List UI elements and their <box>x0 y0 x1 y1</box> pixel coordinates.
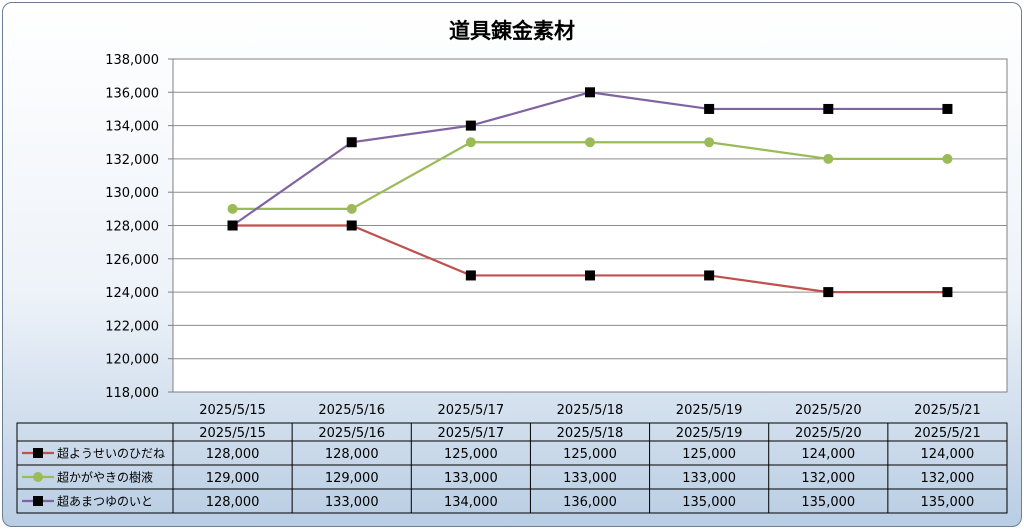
data-point <box>346 220 357 231</box>
table-header-cell: 2025/5/18 <box>557 426 624 441</box>
data-point <box>823 287 834 298</box>
table-header-cell: 2025/5/17 <box>438 426 505 441</box>
legend-key-marker <box>33 472 43 482</box>
y-tick-label: 124,000 <box>105 286 159 301</box>
data-point <box>823 103 834 114</box>
data-point <box>346 203 357 214</box>
legend-key-marker <box>33 496 43 506</box>
y-tick-label: 138,000 <box>105 53 159 68</box>
y-tick-label: 134,000 <box>105 120 159 135</box>
data-point <box>585 137 595 148</box>
table-header-cell: 2025/5/21 <box>914 426 981 441</box>
x-tick-label: 2025/5/18 <box>557 403 624 418</box>
chart-title: 道具錬金素材 <box>449 19 575 43</box>
y-tick-label: 118,000 <box>105 386 159 401</box>
table-header-cell: 2025/5/16 <box>318 426 385 441</box>
x-tick-label: 2025/5/20 <box>795 403 862 418</box>
data-point <box>823 153 834 164</box>
x-tick-label: 2025/5/16 <box>318 403 385 418</box>
legend-label: 超ようせいのひだね <box>57 446 165 461</box>
data-point <box>942 287 953 298</box>
x-tick-label: 2025/5/21 <box>914 403 981 418</box>
data-point <box>942 103 953 114</box>
data-point <box>585 270 595 281</box>
table-cell: 133,000 <box>325 495 379 510</box>
table-cell: 133,000 <box>563 471 617 486</box>
table-cell: 133,000 <box>444 471 498 486</box>
table-cell: 135,000 <box>801 495 855 510</box>
table-cell: 132,000 <box>801 471 855 486</box>
table-cell: 133,000 <box>682 471 736 486</box>
data-point <box>585 87 595 98</box>
data-point <box>704 137 715 148</box>
legend-label: 超かがやきの樹液 <box>57 470 153 485</box>
table-cell: 128,000 <box>325 447 379 462</box>
data-point <box>704 103 715 114</box>
line-chart: 道具錬金素材 138,000 136,000 134,000 132,000 130,0… <box>16 19 1008 514</box>
data-point <box>227 220 238 231</box>
table-cell: 129,000 <box>325 471 379 486</box>
y-tick-label: 128,000 <box>105 220 159 235</box>
y-tick-label: 132,000 <box>105 153 159 168</box>
table-header-cell: 2025/5/15 <box>199 426 266 441</box>
table-header-cell: 2025/5/20 <box>795 426 862 441</box>
data-table: 2025/5/15 2025/5/16 2025/5/17 2025/5/18 2025… <box>16 422 1008 514</box>
legend-key-marker <box>33 448 43 458</box>
data-point <box>704 270 715 281</box>
x-tick-label: 2025/5/17 <box>438 403 505 418</box>
table-header-cell: 2025/5/19 <box>676 426 743 441</box>
x-tick-label: 2025/5/19 <box>676 403 743 418</box>
data-point <box>227 203 238 214</box>
table-cell: 125,000 <box>682 447 736 462</box>
plot-area: 138,000 136,000 134,000 132,000 130,000 128,0… <box>105 53 1008 418</box>
data-point <box>346 137 357 148</box>
table-cell: 134,000 <box>444 495 498 510</box>
table-cell: 136,000 <box>563 495 617 510</box>
legend-label: 超あまつゆのいと <box>57 494 153 509</box>
table-cell: 125,000 <box>563 447 617 462</box>
y-tick-label: 130,000 <box>105 186 159 201</box>
data-point <box>465 137 476 148</box>
table-cell: 124,000 <box>801 447 855 462</box>
table-cell: 128,000 <box>206 495 260 510</box>
table-cell: 129,000 <box>206 471 260 486</box>
table-cell: 124,000 <box>921 447 975 462</box>
x-tick-label: 2025/5/15 <box>199 403 266 418</box>
table-cell: 128,000 <box>206 447 260 462</box>
table-cell: 132,000 <box>921 471 975 486</box>
table-cell: 135,000 <box>682 495 736 510</box>
y-tick-label: 122,000 <box>105 319 159 334</box>
data-point <box>942 153 953 164</box>
y-tick-label: 136,000 <box>105 86 159 101</box>
y-tick-label: 120,000 <box>105 353 159 368</box>
table-cell: 135,000 <box>921 495 975 510</box>
y-tick-label: 126,000 <box>105 253 159 268</box>
data-point <box>465 270 476 281</box>
table-cell: 125,000 <box>444 447 498 462</box>
data-point <box>465 120 476 131</box>
